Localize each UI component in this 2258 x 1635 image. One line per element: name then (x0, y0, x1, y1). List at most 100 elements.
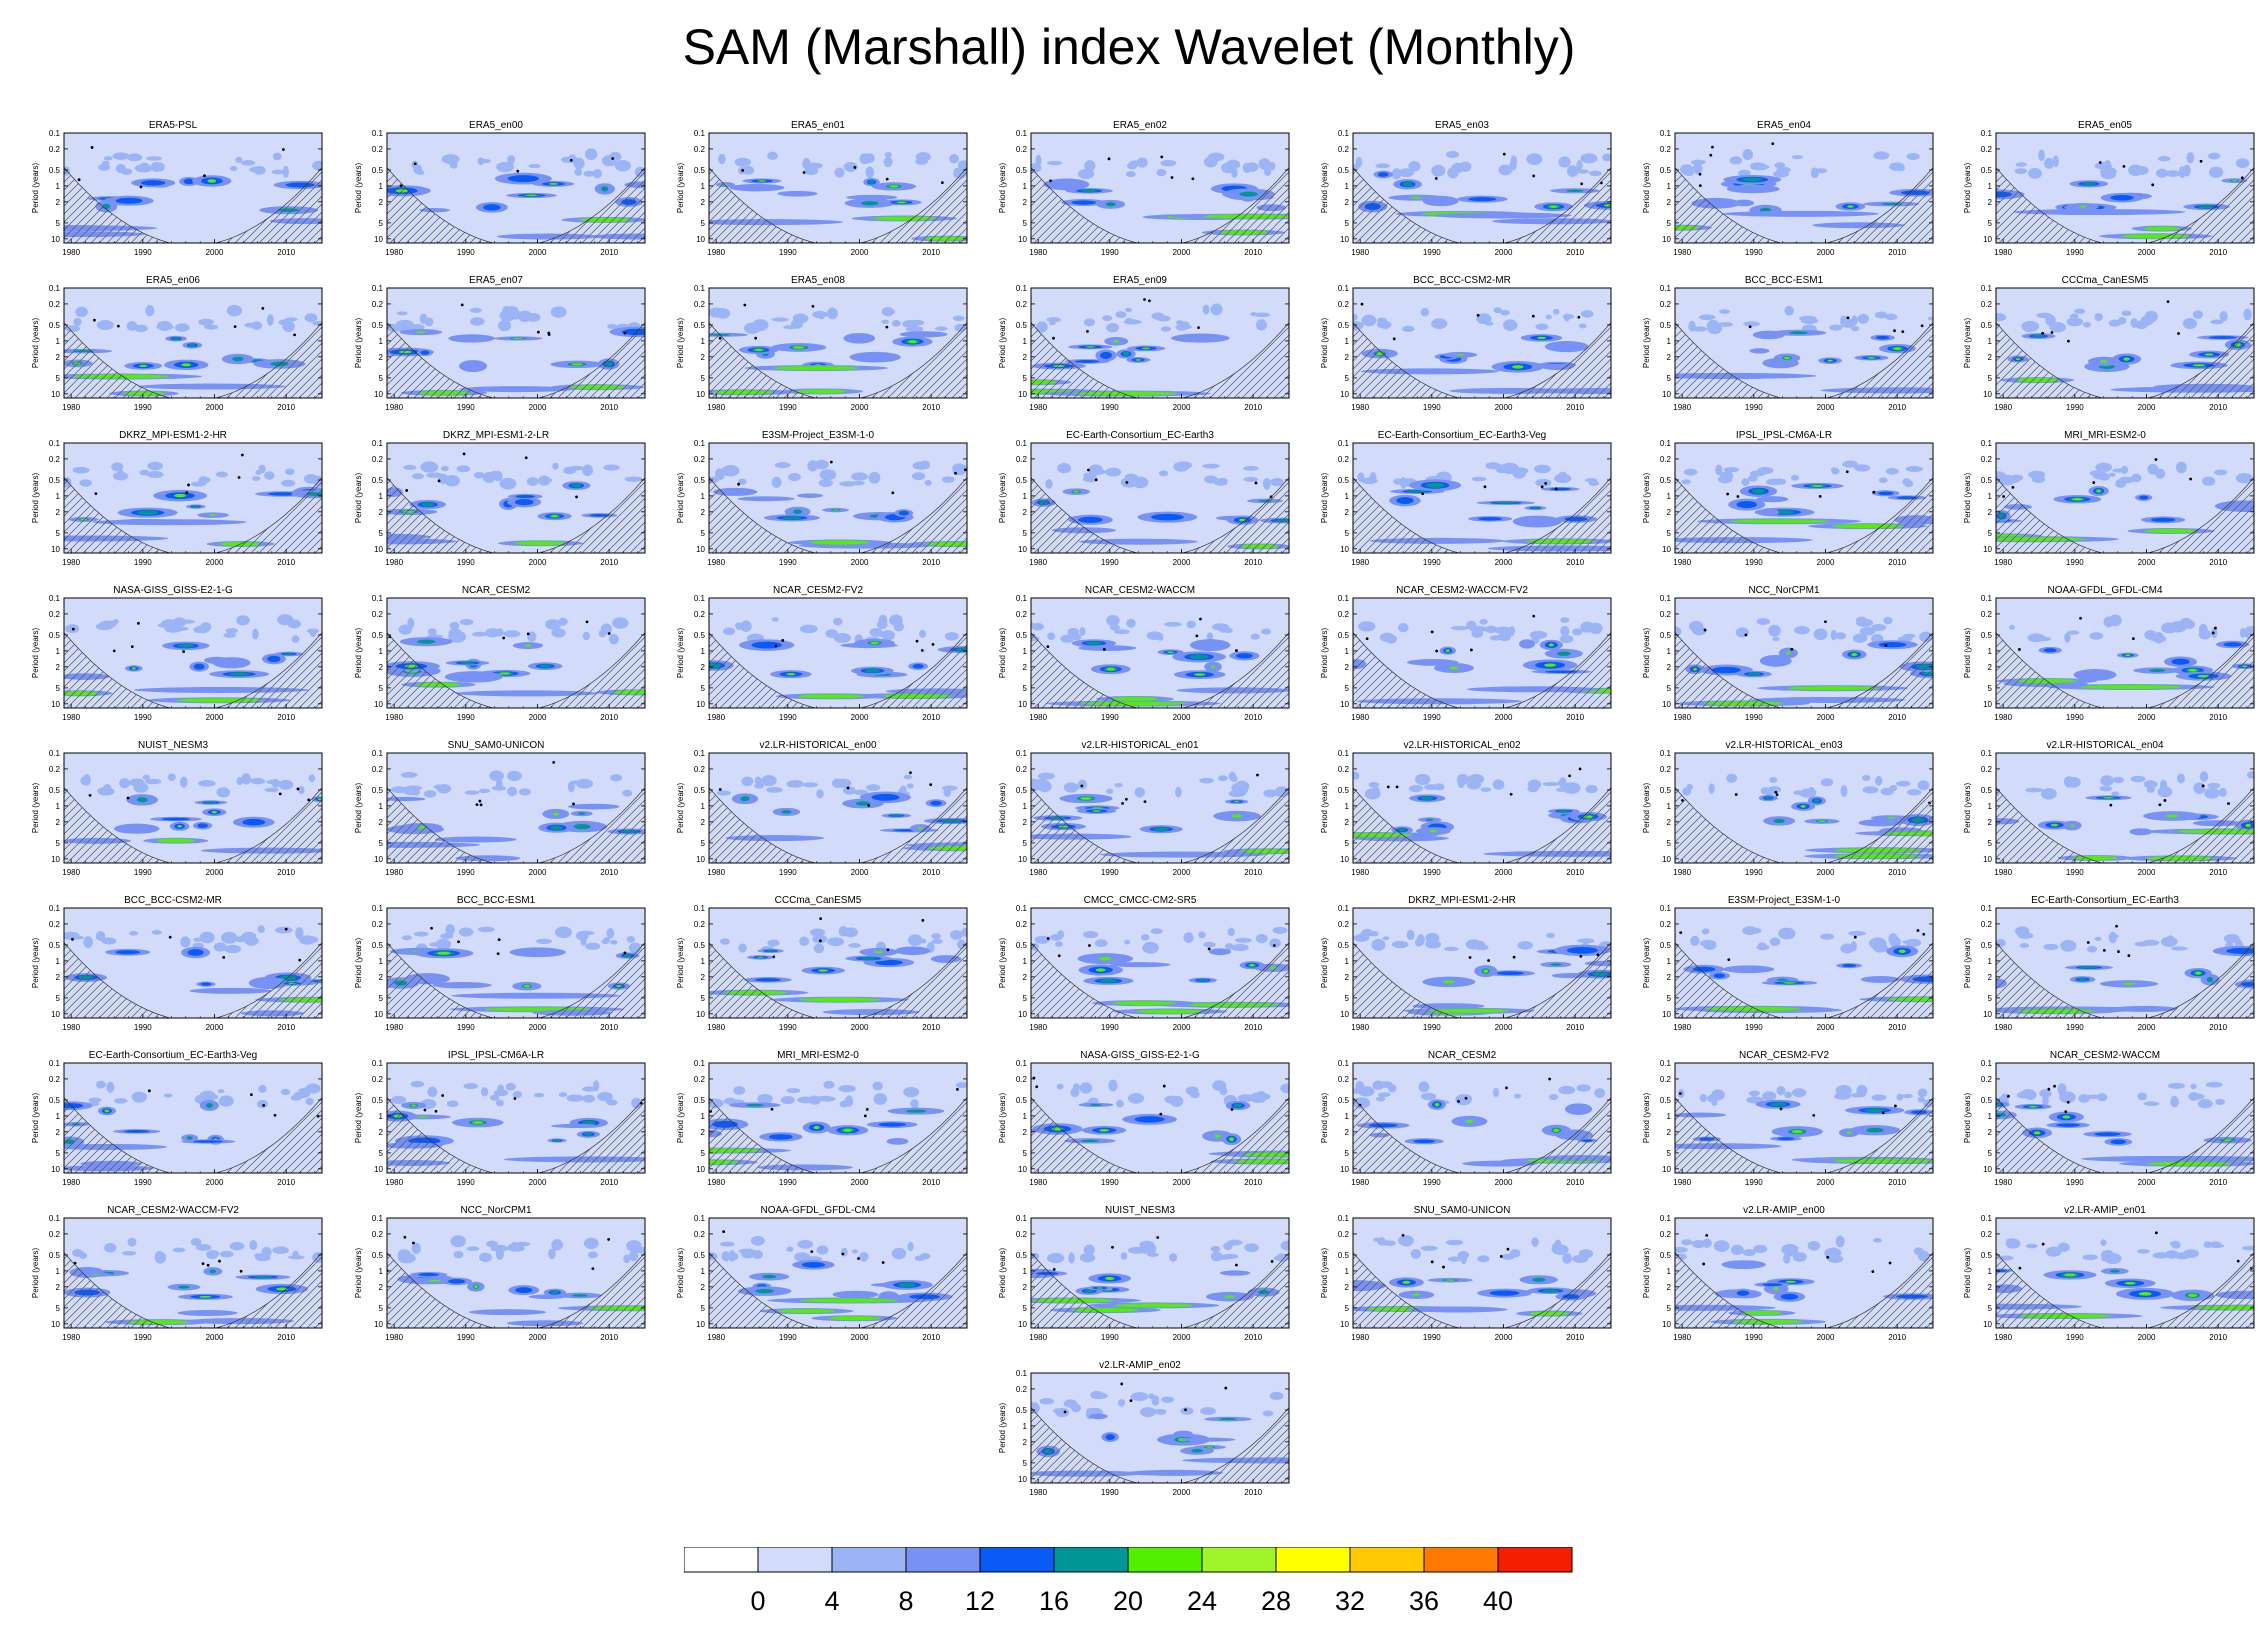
wavelet-plot: 0.1 0.2 0.5 1 2 5 10 Period (years) 1980 1990 2000… (676, 284, 968, 412)
y-tick-label: 0.1 (1338, 1059, 1350, 1068)
y-axis-label: Period (years) (998, 318, 1007, 369)
y-tick-label: 0.2 (372, 920, 384, 929)
y-tick-label: 0.5 (1338, 476, 1350, 485)
wavelet-plot: 0.1 0.2 0.5 1 2 5 10 Period (years) 1980 1990 2000… (1320, 439, 1612, 567)
x-tick-label: 2000 (529, 403, 547, 412)
x-tick-label: 1980 (62, 558, 80, 567)
y-tick-label: 10 (1983, 390, 1992, 399)
y-tick-label: 0.1 (49, 749, 61, 758)
x-tick-label: 1990 (1745, 1333, 1763, 1342)
y-tick-label: 0.5 (49, 1096, 61, 1105)
x-tick-label: 2000 (1817, 1333, 1835, 1342)
y-tick-label: 1 (1988, 492, 1993, 501)
y-tick-label: 10 (1340, 235, 1349, 244)
panel-title: EC-Earth-Consortium_EC-Earth3-Veg (1377, 430, 1547, 441)
panel-title: NASA-GISS_GISS-E2-1-G (113, 585, 233, 596)
y-tick-label: 5 (56, 219, 61, 228)
y-tick-label: 5 (1023, 219, 1028, 228)
y-tick-label: 5 (1345, 374, 1350, 383)
x-tick-label: 1980 (1673, 403, 1691, 412)
y-tick-label: 0.1 (49, 904, 61, 913)
y-tick-label: 5 (1345, 1149, 1350, 1158)
x-tick-label: 1990 (1101, 248, 1119, 257)
colorbar-label: 16 (1039, 1586, 1069, 1616)
wavelet-panel: v2.LR-HISTORICAL_en02 0.1 0.2 0.5 1 2 5 10 Perio… (1303, 740, 1621, 888)
wavelet-panel: v2.LR-AMIP_en00 0.1 0.2 0.5 1 2 5 10 Period (yea… (1625, 1205, 1943, 1353)
x-tick-label: 1980 (1029, 713, 1047, 722)
x-tick-label: 1980 (1029, 248, 1047, 257)
x-tick-label: 1980 (1029, 1023, 1047, 1032)
y-tick-label: 5 (1345, 994, 1350, 1003)
y-tick-label: 1 (701, 1112, 706, 1121)
y-tick-label: 0.1 (694, 284, 706, 293)
y-tick-label: 0.5 (1981, 786, 1993, 795)
y-axis-label: Period (years) (1320, 938, 1329, 989)
y-tick-label: 0.2 (1016, 145, 1028, 154)
wavelet-plot: 0.1 0.2 0.5 1 2 5 10 Period (years) 1980 1990 2000… (1642, 749, 1934, 877)
x-tick-label: 1980 (1673, 1178, 1691, 1187)
y-axis-label: Period (years) (998, 628, 1007, 679)
x-tick-label: 1980 (1029, 1178, 1047, 1187)
y-axis-label: Period (years) (676, 318, 685, 369)
y-tick-label: 2 (1988, 198, 1993, 207)
y-axis-label: Period (years) (1642, 938, 1651, 989)
y-tick-label: 0.2 (1981, 455, 1993, 464)
panel-title: ERA5-PSL (148, 120, 198, 131)
x-tick-label: 1980 (1994, 248, 2012, 257)
x-tick-label: 2010 (600, 248, 618, 257)
x-tick-label: 2010 (1888, 713, 1906, 722)
y-axis-label: Period (years) (676, 163, 685, 214)
y-tick-label: 2 (1023, 353, 1028, 362)
y-tick-label: 2 (56, 973, 61, 982)
x-tick-label: 2000 (1495, 403, 1513, 412)
y-tick-label: 1 (1345, 492, 1350, 501)
wavelet-plot: 0.1 0.2 0.5 1 2 5 10 Period (years) 1980 1990 2000… (1642, 1214, 1934, 1342)
y-tick-label: 0.5 (694, 321, 706, 330)
y-tick-label: 0.1 (694, 129, 706, 138)
x-tick-label: 2000 (529, 558, 547, 567)
x-tick-label: 1990 (2066, 1333, 2084, 1342)
y-axis-label: Period (years) (354, 163, 363, 214)
y-tick-label: 2 (1345, 353, 1350, 362)
x-tick-label: 1990 (1101, 1488, 1119, 1497)
x-tick-label: 2000 (1495, 1333, 1513, 1342)
y-tick-label: 0.1 (1981, 439, 1993, 448)
y-tick-label: 5 (56, 994, 61, 1003)
x-tick-label: 2000 (206, 248, 224, 257)
y-tick-label: 10 (1662, 390, 1671, 399)
y-tick-label: 2 (1667, 973, 1672, 982)
wavelet-plot: 0.1 0.2 0.5 1 2 5 10 Period (years) 1980 1990 2000… (1320, 904, 1612, 1032)
y-axis-label: Period (years) (1642, 1093, 1651, 1144)
x-tick-label: 2010 (922, 713, 940, 722)
colorbar-label: 8 (898, 1586, 913, 1616)
x-tick-label: 1990 (1745, 248, 1763, 257)
x-tick-label: 2000 (2138, 248, 2156, 257)
y-tick-label: 0.5 (694, 1096, 706, 1105)
panel-title: NCAR_CESM2-WACCM-FV2 (107, 1205, 239, 1216)
x-tick-label: 1980 (1029, 403, 1047, 412)
wavelet-plot: 0.1 0.2 0.5 1 2 5 10 Period (years) 1980 1990 2000… (1320, 129, 1612, 257)
x-tick-label: 2000 (206, 1333, 224, 1342)
panel-title: NCAR_CESM2 (1427, 1050, 1497, 1061)
y-tick-label: 10 (1983, 545, 1992, 554)
wavelet-plot: 0.1 0.2 0.5 1 2 5 10 Period (years) 1980 1990 2000… (31, 594, 323, 722)
y-tick-label: 5 (701, 1149, 706, 1158)
y-tick-label: 0.2 (49, 455, 61, 464)
panel-title: ERA5_en08 (791, 275, 845, 286)
y-tick-label: 2 (1988, 353, 1993, 362)
panel-title: ERA5_en06 (146, 275, 200, 286)
wavelet-plot: 0.1 0.2 0.5 1 2 5 10 Period (years) 1980 1990 2000… (31, 749, 323, 877)
y-tick-label: 10 (1018, 545, 1027, 554)
y-tick-label: 0.2 (1981, 1075, 1993, 1084)
y-tick-label: 0.5 (1016, 631, 1028, 640)
y-tick-label: 10 (1983, 855, 1992, 864)
y-tick-label: 1 (1345, 957, 1350, 966)
y-tick-label: 10 (374, 855, 383, 864)
y-tick-label: 0.1 (372, 749, 384, 758)
y-axis-label: Period (years) (998, 783, 1007, 834)
y-tick-label: 1 (1345, 802, 1350, 811)
x-tick-label: 1980 (1351, 403, 1369, 412)
x-tick-label: 1980 (1994, 1023, 2012, 1032)
y-tick-label: 0.1 (1016, 749, 1028, 758)
wavelet-plot: 0.1 0.2 0.5 1 2 5 10 Period (years) 1980 1990 2000… (1963, 594, 2255, 722)
